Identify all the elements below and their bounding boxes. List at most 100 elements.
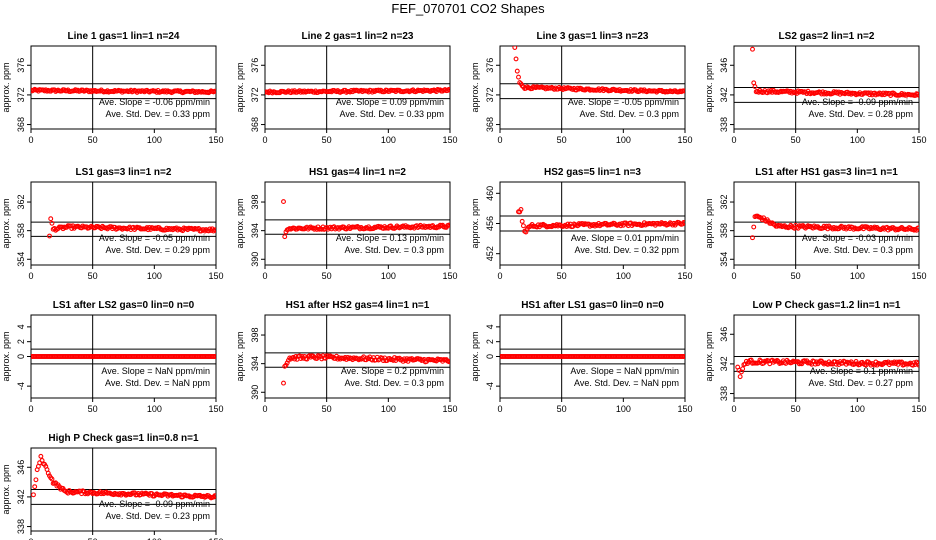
data-points <box>281 199 450 240</box>
x-tick-label: 50 <box>791 404 801 414</box>
data-points <box>31 86 216 96</box>
plot-frame <box>499 45 686 130</box>
panel-title: LS2 gas=2 lin=1 n=2 <box>779 31 875 42</box>
data-point <box>282 234 288 240</box>
panel-9: LS1 after LS2 gas=0 lin=0 n=0 approx. ppm… <box>1 300 224 414</box>
stats-annotation: Ave. Std. Dev. = 0.23 ppm <box>106 511 210 521</box>
panel-title: Low P Check gas=1.2 lin=1 n=1 <box>753 300 901 311</box>
x-tick-label: 150 <box>208 537 223 540</box>
x-tick-label: 150 <box>677 135 692 145</box>
y-tick-label: 346 <box>16 460 26 475</box>
panel-6: HS1 gas=4 lin=1 n=2 approx. ppm 0 50 100 150 3… <box>235 167 458 281</box>
y-tick-label: 354 <box>16 252 26 267</box>
x-tick-label: 50 <box>322 135 332 145</box>
x-tick-label: 50 <box>88 537 98 540</box>
data-point <box>750 46 755 52</box>
data-point <box>513 56 519 62</box>
data-point <box>520 223 526 229</box>
panel-2: Line 2 gas=1 lin=2 n=23 approx. ppm 0 50 100… <box>235 31 458 145</box>
data-point <box>400 358 406 364</box>
stats-annotation: Ave. Slope = -0.09 ppm/min <box>99 499 210 509</box>
stats-annotation: Ave. Slope = -0.06 ppm/min <box>99 97 210 107</box>
y-tick-label: 398 <box>250 328 260 343</box>
y-tick-label: 376 <box>16 58 26 73</box>
plot-frame <box>733 181 920 266</box>
y-tick-label: 372 <box>250 87 260 102</box>
y-tick-label: -4 <box>485 382 495 390</box>
stats-annotation: Ave. Std. Dev. = 0.3 ppm <box>345 378 444 388</box>
panel-title: LS1 after LS2 gas=0 lin=0 n=0 <box>53 300 195 311</box>
stats-annotation: Ave. Slope = NaN ppm/min <box>570 366 679 376</box>
data-point <box>682 220 685 226</box>
data-point <box>49 220 55 226</box>
x-tick-label: 50 <box>791 271 801 281</box>
y-tick-label: 338 <box>16 519 26 534</box>
stats-annotation: Ave. Std. Dev. = NaN ppm <box>574 378 679 388</box>
x-tick-label: 150 <box>442 404 457 414</box>
data-point <box>740 366 746 372</box>
x-tick-label: 50 <box>557 135 567 145</box>
data-points <box>500 354 685 359</box>
data-point <box>48 216 54 222</box>
data-point <box>45 470 51 476</box>
x-tick-label: 0 <box>262 135 267 145</box>
stats-annotation: Ave. Slope = -0.03 ppm/min <box>802 233 913 243</box>
panel-title: HS1 gas=4 lin=1 n=2 <box>309 167 406 178</box>
x-tick-label: 150 <box>911 271 926 281</box>
data-point <box>379 355 385 361</box>
x-tick-label: 150 <box>442 271 457 281</box>
panel-8: LS1 after HS1 gas=3 lin=1 n=1 approx. ppm… <box>704 167 927 281</box>
data-point <box>750 235 755 241</box>
y-tick-label: 376 <box>485 58 495 73</box>
data-point <box>281 199 286 205</box>
data-point <box>447 222 450 228</box>
panel-7: HS2 gas=5 lin=1 n=3 approx. ppm 0 50 100 150 4… <box>470 167 693 281</box>
data-point <box>447 87 450 93</box>
data-point <box>213 354 216 359</box>
y-tick-label: 398 <box>250 195 260 210</box>
panel-title: HS1 after LS1 gas=0 lin=0 n=0 <box>521 300 664 311</box>
data-point <box>38 453 44 459</box>
y-tick-label: 372 <box>485 87 495 102</box>
x-tick-label: 0 <box>731 271 736 281</box>
panel-title: Line 3 gas=1 lin=3 n=23 <box>536 31 648 42</box>
panel-11: HS1 after LS1 gas=0 lin=0 n=0 approx. ppm… <box>470 300 693 414</box>
panel-12: Low P Check gas=1.2 lin=1 n=1 approx. ppm… <box>704 300 927 414</box>
y-tick-label: 460 <box>485 186 495 201</box>
y-axis-label: approx. ppm <box>1 198 11 248</box>
y-tick-label: 358 <box>16 223 26 238</box>
stats-annotation: Ave. Slope = NaN ppm/min <box>101 366 210 376</box>
data-point <box>281 380 286 386</box>
x-tick-label: 50 <box>791 135 801 145</box>
data-points <box>47 216 216 239</box>
panel-1: Line 1 gas=1 lin=1 n=24 approx. ppm 0 50 100… <box>1 31 224 145</box>
y-axis-label: approx. ppm <box>235 331 245 381</box>
panel-title: High P Check gas=1 lin=0.8 n=1 <box>48 433 199 444</box>
data-point <box>915 361 919 366</box>
stats-annotation: Ave. Std. Dev. = 0.3 ppm <box>580 109 679 119</box>
y-tick-label: 338 <box>719 386 729 401</box>
panel-title: Line 2 gas=1 lin=2 n=23 <box>301 31 413 42</box>
data-points <box>31 354 216 359</box>
data-point <box>916 92 919 98</box>
data-point <box>916 362 919 368</box>
data-point <box>517 209 523 215</box>
plot-frame <box>264 314 451 399</box>
data-point <box>564 224 570 229</box>
y-axis-label: approx. ppm <box>235 62 245 112</box>
data-point <box>512 46 518 50</box>
x-tick-label: 50 <box>322 271 332 281</box>
x-tick-label: 150 <box>911 135 926 145</box>
panel-5: LS1 gas=3 lin=1 n=2 approx. ppm 0 50 100 150 3… <box>1 167 224 281</box>
y-tick-label: 342 <box>719 356 729 371</box>
stats-annotation: Ave. Std. Dev. = 0.28 ppm <box>809 109 913 119</box>
x-tick-label: 100 <box>147 404 162 414</box>
y-axis-label: approx. ppm <box>1 464 11 514</box>
x-tick-label: 100 <box>616 271 631 281</box>
y-tick-label: 354 <box>719 252 729 267</box>
stats-annotation: Ave. Slope = -0.05 ppm/min <box>568 97 679 107</box>
data-point <box>752 84 758 90</box>
y-tick-label: 4 <box>485 324 495 329</box>
y-tick-label: 346 <box>719 327 729 342</box>
